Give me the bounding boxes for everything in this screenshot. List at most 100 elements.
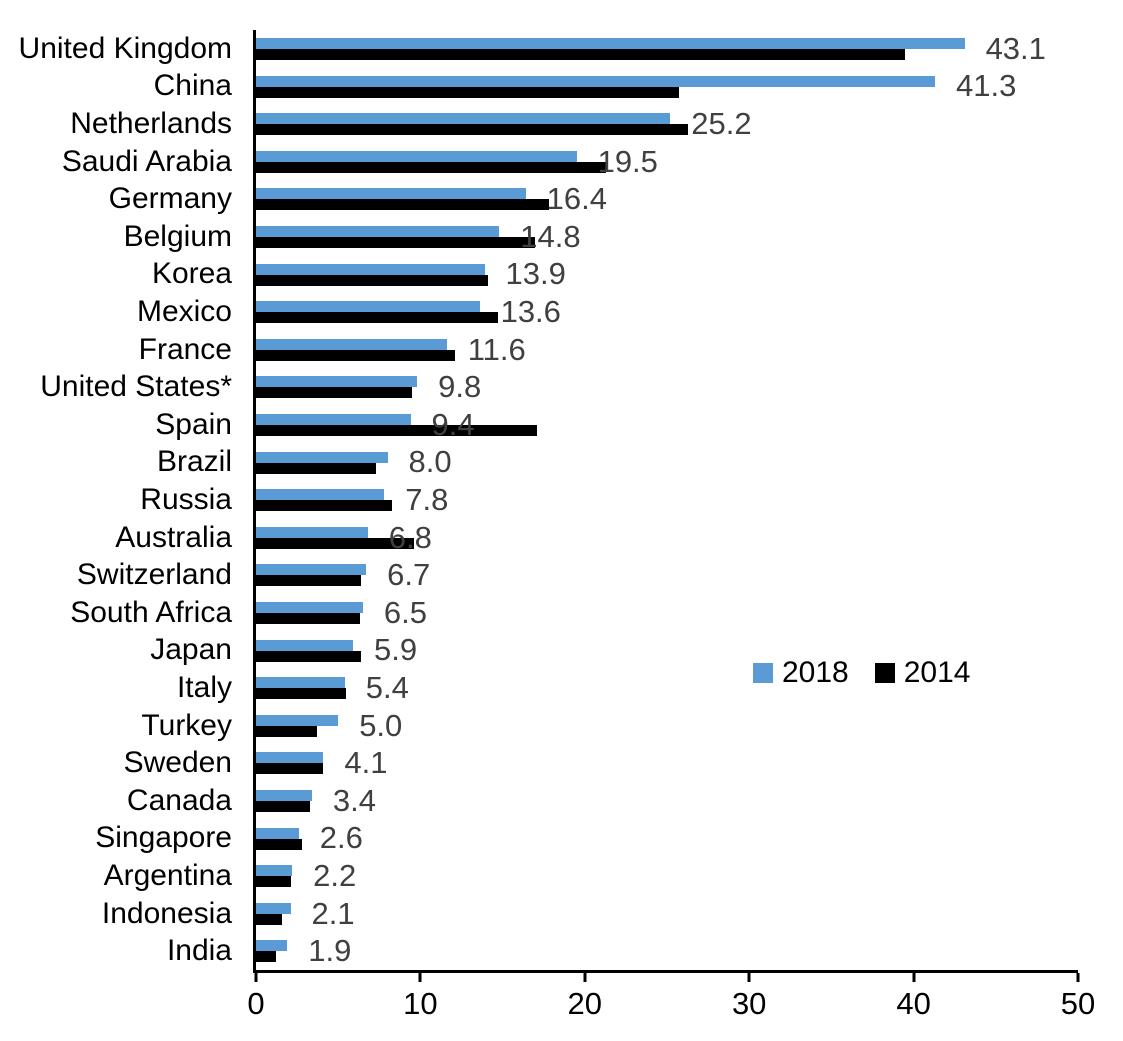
value-label: 2.6 <box>319 820 363 856</box>
category-label: United Kingdom <box>18 31 232 65</box>
bar-2014 <box>256 763 324 775</box>
value-label: 6.5 <box>383 594 427 630</box>
legend-swatch-2018-icon <box>753 663 773 683</box>
value-label: 3.4 <box>332 782 376 818</box>
x-axis-tick <box>912 973 916 982</box>
bar-2018 <box>256 677 345 689</box>
bar-group-row: 6.7 <box>256 556 1078 594</box>
value-label: 1.9 <box>308 933 352 969</box>
bar-2014 <box>256 725 317 737</box>
category-label: India <box>166 934 232 968</box>
category-label: Turkey <box>141 708 232 742</box>
value-label: 6.8 <box>388 519 432 555</box>
bar-2018 <box>256 827 299 839</box>
value-label: 43.1 <box>985 30 1046 66</box>
bar-2014 <box>256 688 347 700</box>
bar-2018 <box>256 489 385 501</box>
legend: 2018 2014 <box>753 656 971 690</box>
value-label: 16.4 <box>546 181 607 217</box>
category-label: Switzerland <box>76 558 232 592</box>
category-label: Australia <box>115 520 232 554</box>
value-label: 2.2 <box>313 857 357 893</box>
value-label: 25.2 <box>691 105 752 141</box>
bar-2018 <box>256 301 480 313</box>
bar-group-row: 6.8 <box>256 519 1078 557</box>
bar-group-row: 2.2 <box>256 857 1078 895</box>
bar-2018 <box>256 564 367 576</box>
x-axis-tick-label: 20 <box>567 986 603 1021</box>
bar-group-row: 25.2 <box>256 105 1078 143</box>
legend-swatch-2014-icon <box>874 663 895 683</box>
value-label: 13.9 <box>505 256 566 292</box>
category-label: Belgium <box>123 219 232 253</box>
x-axis-tick-label: 30 <box>731 986 767 1021</box>
value-label: 13.6 <box>500 293 561 329</box>
x-axis-tick-label: 10 <box>403 986 438 1021</box>
category-label: Italy <box>176 670 232 704</box>
category-label: Spain <box>155 407 232 441</box>
bar-group-row: 41.3 <box>256 68 1078 106</box>
legend-label-2018: 2018 <box>782 656 849 689</box>
bar-group-row: 9.4 <box>256 406 1078 444</box>
bar-2018 <box>256 790 312 801</box>
bar-2014 <box>256 613 360 624</box>
category-label: United States* <box>40 370 232 404</box>
category-label: Germany <box>108 182 232 216</box>
category-label: Brazil <box>156 445 232 479</box>
bar-2018 <box>256 902 291 914</box>
bar-2018 <box>256 752 324 764</box>
value-label: 41.3 <box>955 68 1017 104</box>
bar-2014 <box>256 951 276 963</box>
bar-2018 <box>256 263 485 275</box>
x-axis-tick-label: 50 <box>1060 986 1096 1021</box>
bar-2014 <box>256 500 393 512</box>
legend-entry-2018: 2018 <box>753 656 849 690</box>
x-axis-tick <box>747 973 751 982</box>
bar-2018 <box>256 602 363 613</box>
value-label: 5.0 <box>359 707 403 743</box>
bar-2018 <box>256 714 339 726</box>
bar-2018 <box>256 414 411 425</box>
bar-group-row: 2.6 <box>256 820 1078 858</box>
bar-2014 <box>256 274 488 286</box>
bar-group-row: 43.1 <box>256 30 1078 68</box>
x-axis-tick <box>254 973 258 982</box>
bar-group-row: 5.0 <box>256 707 1078 745</box>
value-label: 5.9 <box>373 632 418 668</box>
value-label: 9.8 <box>438 369 482 405</box>
bar-2014 <box>256 650 362 662</box>
x-axis-tick <box>1076 973 1080 982</box>
bar-2014 <box>256 86 679 98</box>
bar-2014 <box>256 876 291 888</box>
bar-group-row: 4.1 <box>256 744 1078 782</box>
bar-2018 <box>256 150 577 162</box>
bar-2014 <box>256 537 414 549</box>
legend-label-2014: 2014 <box>903 656 971 689</box>
legend-entry-2014: 2014 <box>874 656 971 690</box>
bar-2014 <box>256 199 549 211</box>
bar-2018 <box>256 38 965 49</box>
category-label: Sweden <box>123 746 232 780</box>
bar-group-row: 5.4 <box>256 669 1078 707</box>
bar-group-row: 3.4 <box>256 782 1078 820</box>
bar-2014 <box>256 124 689 136</box>
bar-group-row: 8.0 <box>256 444 1078 482</box>
category-label: Netherlands <box>70 106 232 140</box>
bar-2018 <box>256 639 353 651</box>
x-axis-tick <box>418 973 422 982</box>
bar-group-row: 19.5 <box>256 143 1078 181</box>
x-axis-tick <box>583 973 587 982</box>
bar-2018 <box>256 376 418 388</box>
value-label: 11.6 <box>467 331 526 367</box>
x-axis-tick-label: 40 <box>896 986 931 1021</box>
bar-2018 <box>256 338 447 350</box>
bar-2014 <box>256 913 283 925</box>
bar-group-row: 1.9 <box>256 932 1078 970</box>
bar-2014 <box>256 49 906 60</box>
value-label: 6.7 <box>387 557 431 593</box>
bar-2014 <box>256 462 376 474</box>
category-label: Mexico <box>136 294 232 328</box>
bar-group-row: 13.9 <box>256 256 1078 294</box>
category-label: France <box>138 332 232 366</box>
